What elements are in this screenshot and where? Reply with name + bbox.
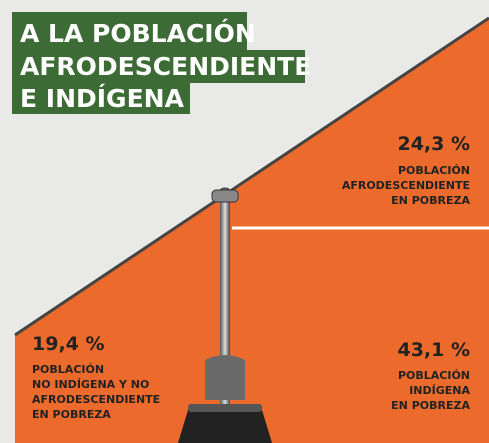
title-line: AFRODESCENDIENTE bbox=[20, 52, 311, 81]
panel-value: 19,4 % bbox=[32, 333, 105, 355]
base-rim bbox=[188, 404, 262, 412]
title-box bbox=[12, 83, 190, 114]
title-box bbox=[12, 50, 305, 83]
beam bbox=[14, 16, 489, 337]
panel-value: 24,3 % bbox=[397, 133, 470, 155]
panel-value: 43,1 % bbox=[397, 339, 470, 361]
panel-label: EN POBREZA bbox=[391, 194, 470, 207]
panel-label: POBLACIÓN bbox=[398, 164, 470, 177]
pole bbox=[220, 200, 230, 415]
panel-label: POBLACIÓN bbox=[32, 363, 104, 376]
panel-label: NO INDÍGENA Y NO bbox=[32, 378, 149, 391]
title-box bbox=[12, 12, 247, 50]
pole-collar bbox=[205, 355, 245, 400]
panel-label: AFRODESCENDIENTE bbox=[342, 179, 470, 192]
title-line: E INDÍGENA bbox=[20, 84, 185, 113]
panel-label: INDÍGENA bbox=[409, 384, 470, 397]
pivot-bracket bbox=[211, 189, 239, 203]
panel-label: EN POBREZA bbox=[32, 408, 111, 421]
base bbox=[178, 410, 272, 443]
panel-label: AFRODESCENDIENTE bbox=[32, 393, 160, 406]
title-line: A LA POBLACIÓN bbox=[20, 18, 256, 48]
panel-label: EN POBREZA bbox=[391, 399, 470, 412]
panel-label: POBLACIÓN bbox=[398, 369, 470, 382]
orange-area bbox=[15, 18, 489, 443]
